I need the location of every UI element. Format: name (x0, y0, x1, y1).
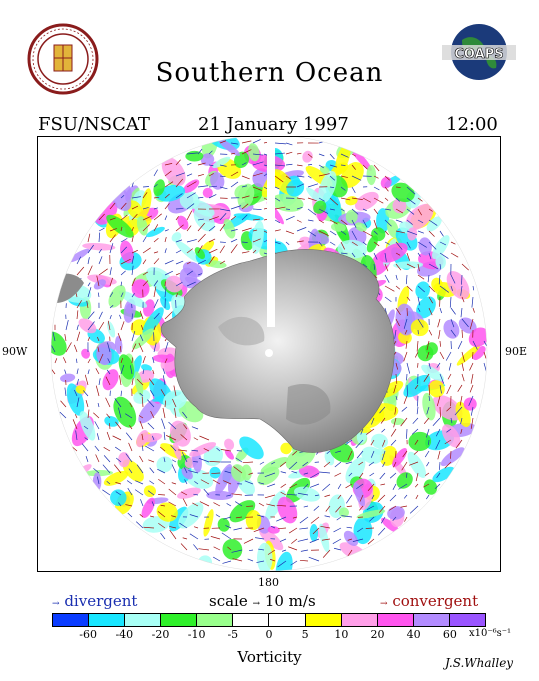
fsu-seal-logo (27, 23, 99, 95)
longitude-label-south: 180 (258, 576, 279, 589)
colorbar-cell (341, 614, 378, 626)
arrow-icon: → (52, 599, 60, 609)
colorbar-cell (197, 614, 234, 626)
convergent-legend: → convergent (380, 592, 478, 610)
colorbar-cell (269, 614, 306, 626)
divergent-label: divergent (64, 592, 138, 610)
page-title: Southern Ocean (155, 58, 384, 88)
colorbar-cell (161, 614, 198, 626)
colorbar-cell (377, 614, 414, 626)
ice-shelf-shade (218, 316, 265, 346)
vorticity-colorbar (52, 613, 486, 627)
convergent-label: convergent (392, 592, 479, 610)
vorticity-map (37, 134, 501, 572)
south-pole-marker (265, 349, 273, 357)
divergent-legend: → divergent (52, 592, 137, 610)
arrow-icon: → (252, 599, 261, 609)
colorbar-cell (413, 614, 450, 626)
colorbar-tick: 5 (301, 628, 309, 641)
colorbar-tick: 20 (370, 628, 385, 641)
data-gap (267, 135, 275, 327)
polar-map-svg (50, 134, 488, 572)
ice-shelf-shade (286, 384, 331, 425)
data-source-label: FSU/NSCAT (38, 114, 150, 135)
longitude-label-west: 90W (2, 345, 28, 358)
scale-label: scale (209, 592, 248, 610)
colorbar-cell (449, 614, 485, 626)
date-label: 21 January 1997 (198, 114, 349, 135)
author-signature: J.S.Whalley (445, 656, 514, 670)
colorbar-tick: -60 (79, 628, 98, 641)
colorbar-tick: -10 (187, 628, 206, 641)
time-label: 12:00 (446, 114, 498, 135)
colorbar-tick: 10 (334, 628, 349, 641)
coaps-globe-logo: COAPS (442, 24, 516, 80)
scale-value: 10 m/s (264, 592, 316, 610)
colorbar-label: Vorticity (237, 648, 302, 666)
colorbar-tick: 0 (265, 628, 273, 641)
scale-legend: scale → 10 m/s (209, 592, 316, 610)
colorbar-cell (53, 614, 90, 626)
colorbar-ticks: -60 -40 -20 -10 -5 0 5 10 20 40 60 (52, 628, 486, 644)
wind-vectors (51, 139, 487, 568)
colorbar-cell (125, 614, 162, 626)
svg-text:COAPS: COAPS (454, 47, 503, 62)
colorbar-tick: 40 (406, 628, 421, 641)
colorbar-cell (305, 614, 342, 626)
antarctica-landmass (160, 249, 395, 453)
vorticity-field (51, 135, 487, 571)
longitude-label-east: 90E (505, 345, 528, 358)
colorbar-cell (233, 614, 270, 626)
arrow-icon: → (380, 599, 388, 609)
colorbar-tick: -40 (115, 628, 134, 641)
colorbar-tick: 60 (442, 628, 457, 641)
colorbar-tick: -20 (151, 628, 170, 641)
colorbar-cell (89, 614, 126, 626)
colorbar-unit: x10⁻⁶s⁻¹ (469, 628, 512, 639)
colorbar-tick: -5 (227, 628, 239, 641)
